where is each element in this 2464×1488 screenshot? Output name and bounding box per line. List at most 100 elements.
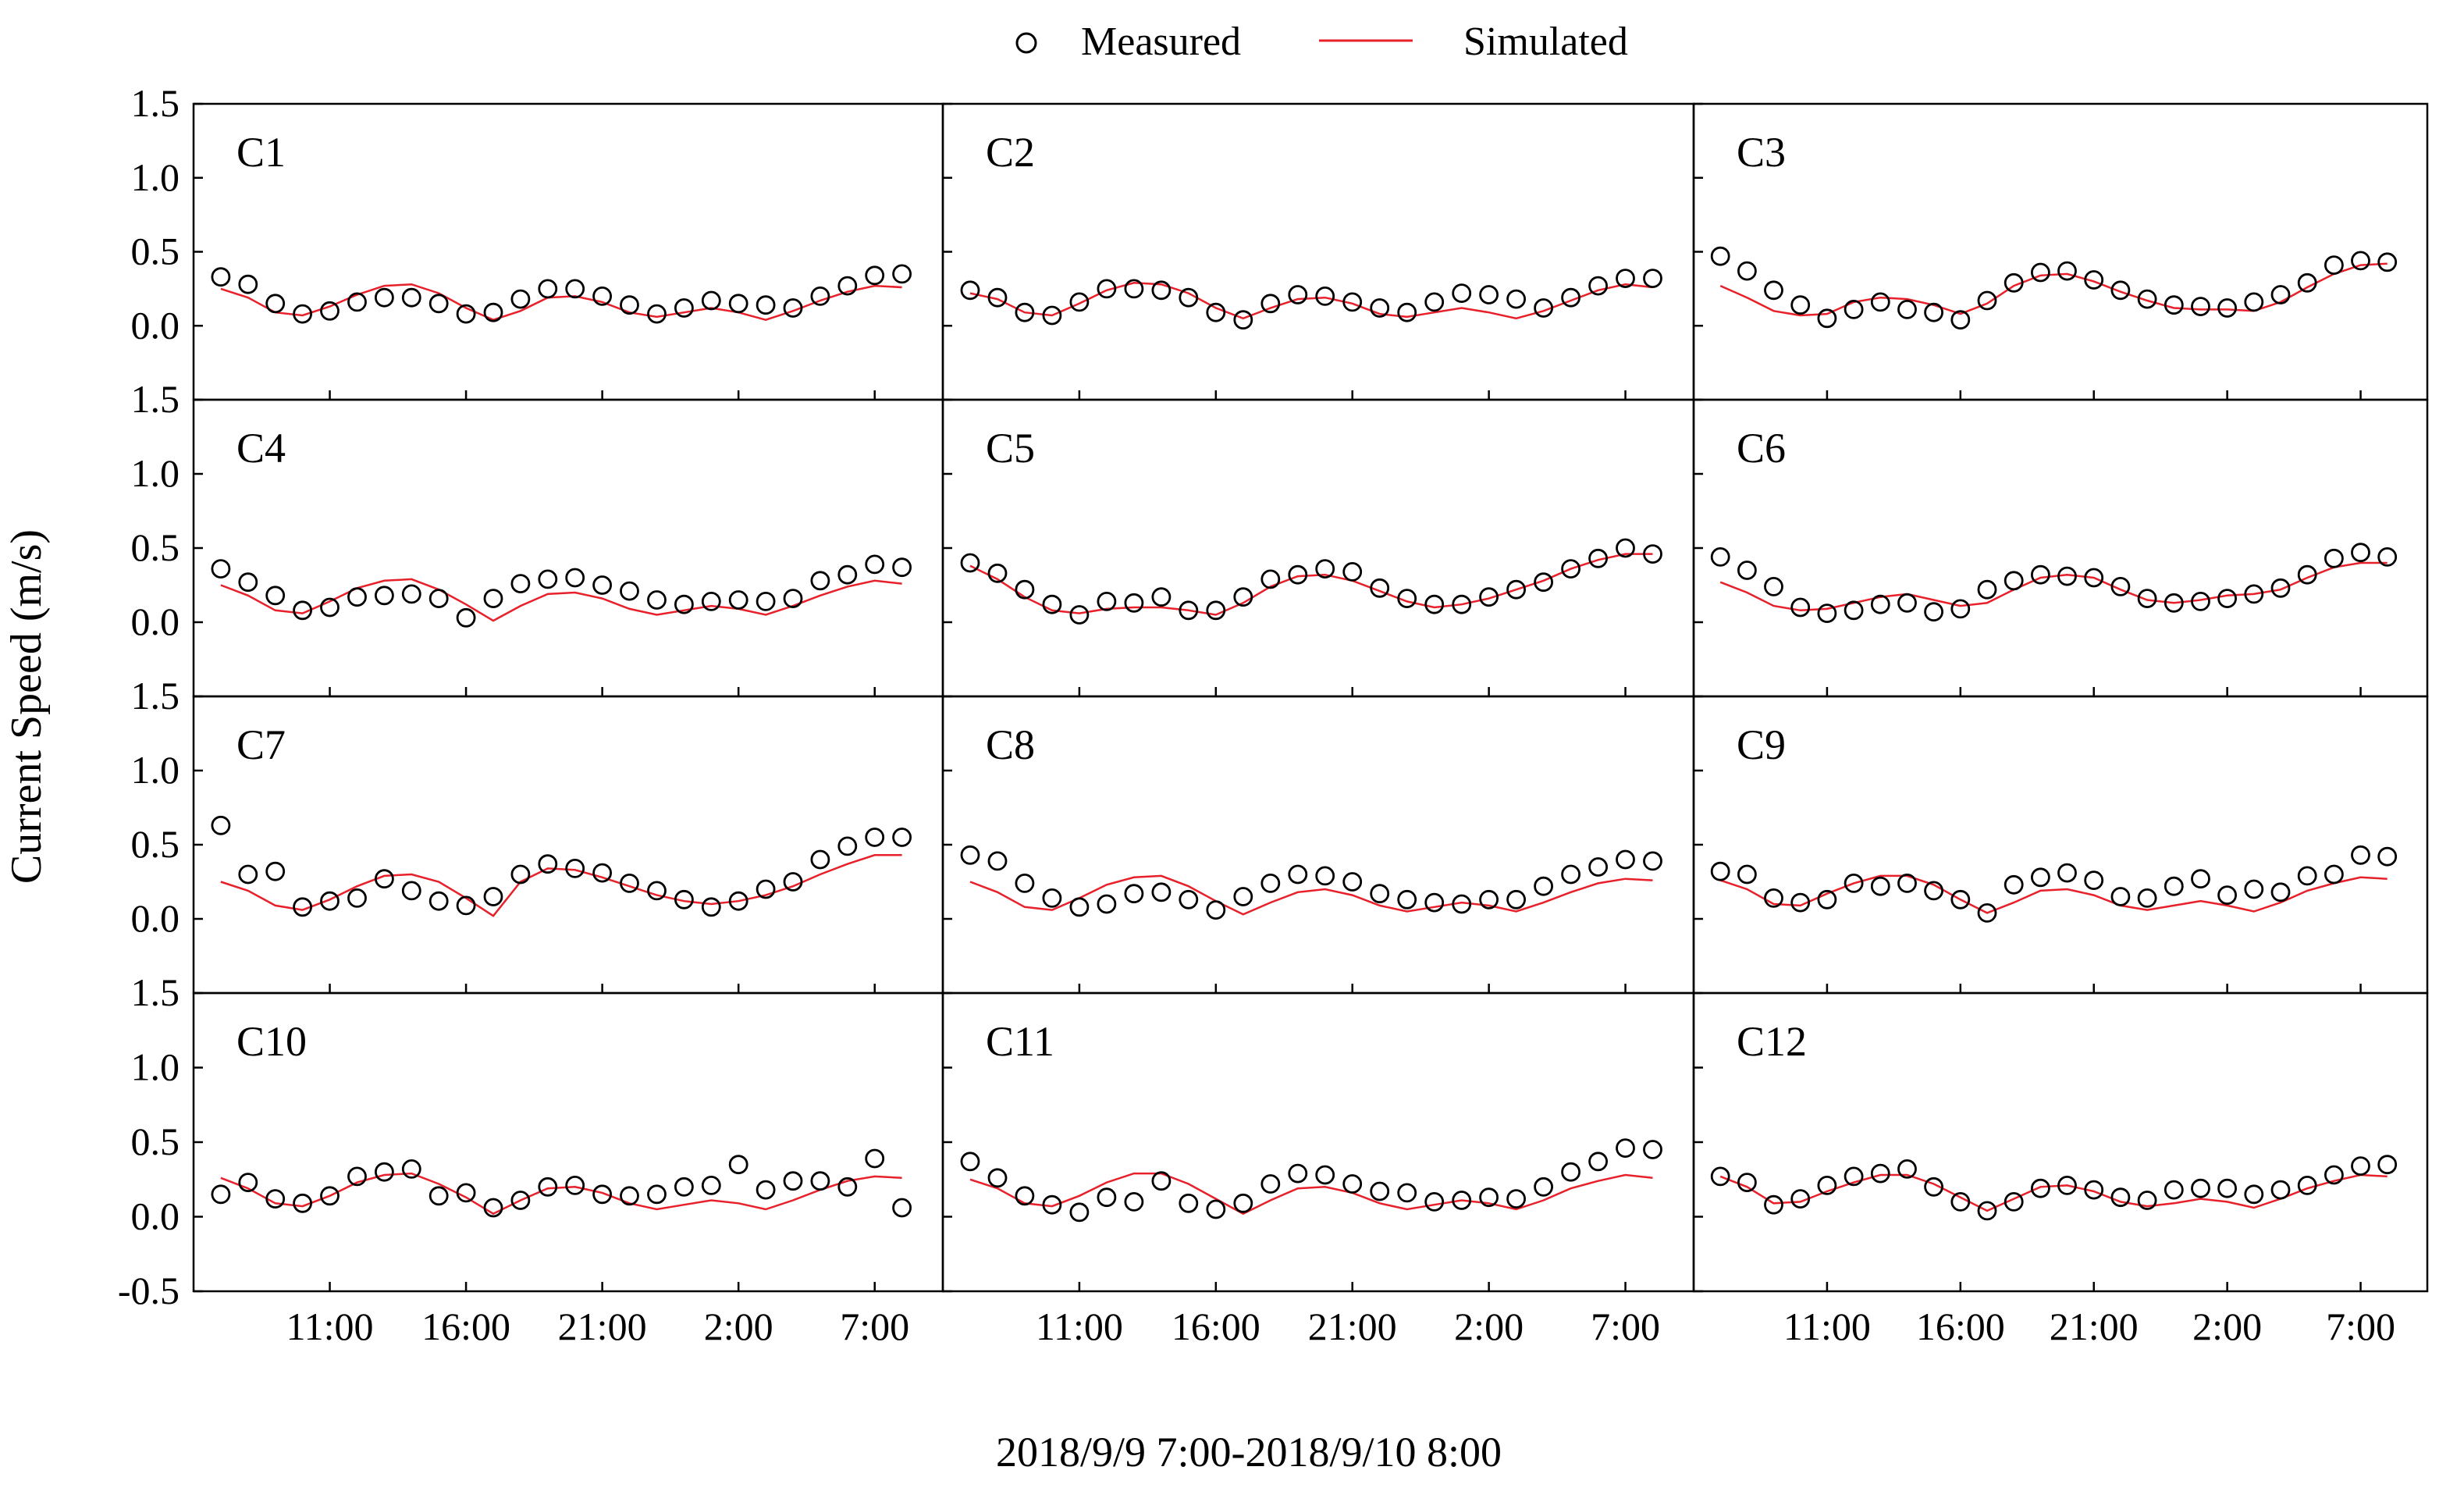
measured-point bbox=[2324, 864, 2344, 885]
measured-point bbox=[1424, 594, 1445, 614]
measured-point bbox=[1479, 285, 1499, 304]
measured-point bbox=[293, 897, 313, 917]
panel-label-c8: C8 bbox=[986, 721, 1035, 768]
measured-point bbox=[701, 290, 721, 311]
measured-point bbox=[1206, 900, 1226, 920]
measured-point bbox=[1370, 1181, 1390, 1201]
measured-point bbox=[428, 294, 449, 314]
panel-c8: C8 bbox=[941, 695, 1695, 995]
measured-point bbox=[1397, 302, 1417, 322]
panel-frame bbox=[192, 695, 944, 995]
y-tick-label: 1.5 bbox=[131, 970, 180, 1014]
measured-point bbox=[1616, 849, 1635, 870]
measured-point bbox=[2004, 571, 2024, 591]
measured-point bbox=[2191, 869, 2210, 889]
measured-point bbox=[1870, 594, 1890, 614]
measured-point bbox=[674, 1177, 694, 1197]
measured-point bbox=[1042, 1194, 1062, 1215]
measured-point bbox=[647, 304, 667, 324]
panel-frame bbox=[941, 102, 1695, 401]
measured-point bbox=[1764, 577, 1783, 596]
measured-point bbox=[538, 1177, 558, 1197]
panel-grid: 1.51.00.50.0C1 C2 C31.51.00.50.0C4 C5 C61.51… bbox=[118, 81, 2429, 1348]
measured-point bbox=[1124, 1192, 1144, 1212]
measured-point bbox=[265, 861, 286, 881]
measured-point bbox=[347, 587, 367, 607]
measured-point bbox=[238, 274, 258, 294]
measured-point bbox=[1042, 594, 1062, 614]
measured-point bbox=[1977, 579, 1997, 600]
measured-point bbox=[1737, 864, 1757, 885]
measured-point bbox=[1844, 874, 1864, 893]
measured-point bbox=[2377, 252, 2398, 272]
measured-point bbox=[2137, 1191, 2157, 1210]
measured-point bbox=[2217, 1178, 2238, 1198]
measured-point bbox=[1370, 298, 1390, 318]
measured-point bbox=[1764, 1194, 1783, 1215]
panel-label-c4: C4 bbox=[236, 425, 286, 472]
measured-point bbox=[456, 1183, 476, 1203]
x-tick-label: 2:00 bbox=[1454, 1305, 1524, 1348]
measured-point bbox=[865, 1148, 885, 1169]
measured-point bbox=[2057, 566, 2077, 586]
measured-point bbox=[1315, 1165, 1335, 1185]
measured-point bbox=[2004, 272, 2024, 293]
measured-point bbox=[1424, 892, 1445, 913]
measured-point bbox=[783, 589, 803, 608]
panel-label-c2: C2 bbox=[986, 129, 1035, 176]
measured-point bbox=[1790, 295, 1811, 315]
measured-point bbox=[211, 815, 231, 835]
measured-point bbox=[892, 264, 912, 284]
measured-point bbox=[1790, 892, 1811, 913]
measured-point bbox=[960, 845, 980, 865]
measured-point bbox=[2377, 547, 2398, 567]
measured-point bbox=[1977, 1201, 1997, 1221]
panel-label-c6: C6 bbox=[1737, 425, 1786, 472]
measured-point bbox=[1397, 1183, 1417, 1203]
panel-frame bbox=[941, 991, 1695, 1293]
measured-point bbox=[483, 302, 503, 322]
measured-point bbox=[2377, 1155, 2398, 1175]
measured-point bbox=[2217, 298, 2238, 318]
measured-point bbox=[374, 869, 394, 889]
measured-point bbox=[1897, 1159, 1917, 1179]
panel-frame bbox=[192, 102, 944, 401]
simulated-line-c2 bbox=[969, 282, 1653, 320]
panel-c2: C2 bbox=[941, 102, 1695, 401]
measured-point bbox=[1870, 292, 1890, 312]
simulated-line-c6 bbox=[1719, 561, 2388, 612]
measured-point bbox=[2137, 589, 2157, 608]
measured-point bbox=[1097, 894, 1117, 914]
measured-point bbox=[2030, 1178, 2050, 1198]
panel-frame bbox=[192, 398, 944, 698]
measured-point bbox=[1069, 1202, 1090, 1223]
measured-point bbox=[892, 1198, 912, 1218]
measured-point bbox=[456, 304, 476, 324]
measured-point bbox=[2297, 1176, 2317, 1195]
measured-point bbox=[1124, 279, 1144, 299]
y-tick-label: 1.0 bbox=[131, 155, 180, 199]
measured-point bbox=[960, 553, 980, 573]
y-tick-label: 0.5 bbox=[131, 1120, 180, 1163]
measured-point bbox=[701, 592, 721, 611]
panel-frame bbox=[1692, 102, 2429, 401]
y-tick-label: 0.0 bbox=[131, 1194, 180, 1238]
measured-point bbox=[1015, 874, 1035, 893]
measured-point bbox=[892, 557, 912, 578]
y-tick-label: 0.5 bbox=[131, 822, 180, 866]
measured-point bbox=[1233, 887, 1253, 906]
measured-point bbox=[1370, 578, 1390, 598]
measured-point bbox=[320, 891, 340, 911]
measured-point bbox=[2057, 261, 2077, 281]
measured-point bbox=[2057, 863, 2077, 883]
measured-point bbox=[1950, 599, 1971, 619]
measured-point bbox=[2244, 292, 2264, 312]
measured-point bbox=[2270, 578, 2291, 598]
measured-point bbox=[1452, 594, 1472, 614]
measured-point bbox=[2030, 867, 2050, 888]
measured-point bbox=[265, 294, 286, 314]
measured-point bbox=[865, 828, 885, 847]
measured-point bbox=[1977, 903, 1997, 923]
simulated-line-c7 bbox=[220, 854, 902, 917]
panel-label-c12: C12 bbox=[1737, 1018, 1807, 1065]
